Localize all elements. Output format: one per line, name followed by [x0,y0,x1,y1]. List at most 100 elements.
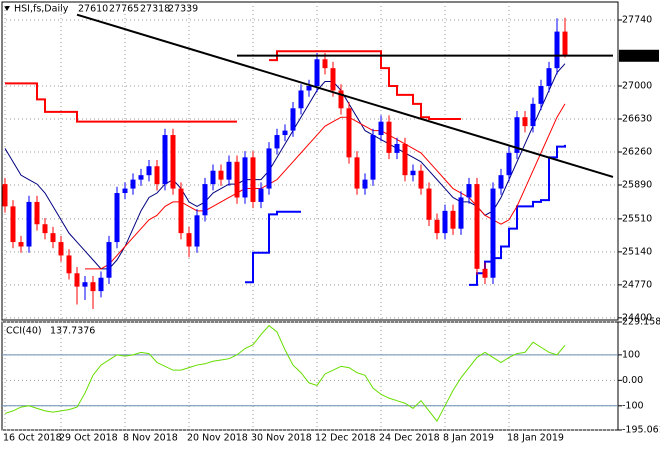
indicator-line [4,63,566,270]
candle-body [378,121,384,136]
y-tick-label: 27000 [622,81,652,92]
candle-body [418,170,424,189]
candle-body [514,117,520,153]
candle-body [354,157,360,189]
candle-body [226,161,232,180]
candle-body [314,59,320,87]
x-tick-label: 29 Oct 2018 [59,433,118,444]
candle-body [58,242,64,256]
candle-body [234,161,240,198]
candle-body [10,206,16,243]
candle-body [170,135,176,189]
y-tick-label: 100 [622,349,640,360]
candle-body [154,166,160,185]
candle-body [562,31,568,56]
candle-body [26,201,32,247]
candle-body [458,197,464,229]
candle-body [554,31,560,69]
candle-body [106,242,112,278]
indicator-line [5,82,237,123]
candle-body [426,188,432,220]
candle-body [482,268,488,278]
x-tick-label: 24 Dec 2018 [379,433,440,444]
candle-body [274,135,280,149]
symbol-icon [4,6,10,11]
y-tick-label: 27740 [622,15,652,26]
y-tick-label: 25510 [622,213,652,224]
candle-body [442,210,448,234]
candle-body [506,152,512,176]
ohlc-low: 27318 [140,4,170,15]
candle-body [538,86,544,104]
candle-body [202,184,208,216]
candle-body [306,86,312,91]
candle-body [490,188,496,278]
candle-body [258,188,264,202]
y-tick-label: 0.00 [622,375,643,386]
candle-body [362,179,368,189]
candle-body [42,224,48,234]
candle-body [218,170,224,180]
x-tick-label: 18 Jan 2019 [507,433,564,444]
indicator-line [245,210,301,284]
x-tick-label: 12 Dec 2018 [315,433,376,444]
candle-body [370,135,376,180]
candle-body [66,255,72,274]
candle-body [122,188,128,194]
candle-body [138,175,144,180]
candle-body [402,143,408,176]
candle-body [178,188,184,234]
candle-body [394,143,400,153]
y-tick-label: 25140 [622,246,652,257]
indicator-line [4,324,566,422]
x-tick-label: 20 Nov 2018 [187,433,248,444]
candle-body [546,68,552,87]
candle-body [434,219,440,234]
candle-body [450,210,456,229]
candle-body [130,179,136,189]
candle-body [290,108,296,131]
candle-body [146,166,152,176]
candle-body [34,201,40,225]
candle-body [474,184,480,269]
x-tick-label: 8 Jan 2019 [443,433,494,444]
candle-body [346,108,352,158]
candle-body [242,157,248,198]
candle-body [522,117,528,127]
indicator-line [269,50,461,120]
symbol-title: HSI,fs,Daily [14,4,69,15]
y-tick-label: -100 [622,400,644,411]
candle-body [82,282,88,287]
candle-body [98,277,104,292]
candle-body [466,184,472,198]
candle-body [162,135,168,185]
ohlc-high: 27765 [109,4,139,15]
candle-body [18,242,24,247]
candle-body [410,170,416,176]
candle-body [386,121,392,153]
candle-body [530,103,536,127]
candle-body [338,90,344,109]
candle-body [74,273,80,287]
x-tick-label: 8 Nov 2018 [123,433,178,444]
candle-body [186,233,192,247]
candle-body [210,170,216,185]
y-tick-label: 229.1588 [622,317,660,328]
candle-body [194,215,200,247]
candle-body [266,148,272,189]
candle-body [498,175,504,189]
cci-title: CCI(40) [6,326,42,337]
trendline [76,13,614,178]
y-tick-label: 24770 [622,279,652,290]
candle-body [322,59,328,69]
y-tick-label: -195.061 [622,425,660,436]
candle-body [298,90,304,109]
candle-body [282,130,288,136]
ohlc-close: 27339 [168,4,198,15]
y-tick-label: 26260 [622,146,652,157]
x-tick-label: 30 Nov 2018 [251,433,312,444]
candle-body [114,193,120,243]
y-tick-label: 25890 [622,179,652,190]
candle-body [2,184,8,207]
last-price-label: 27339 [622,50,652,61]
